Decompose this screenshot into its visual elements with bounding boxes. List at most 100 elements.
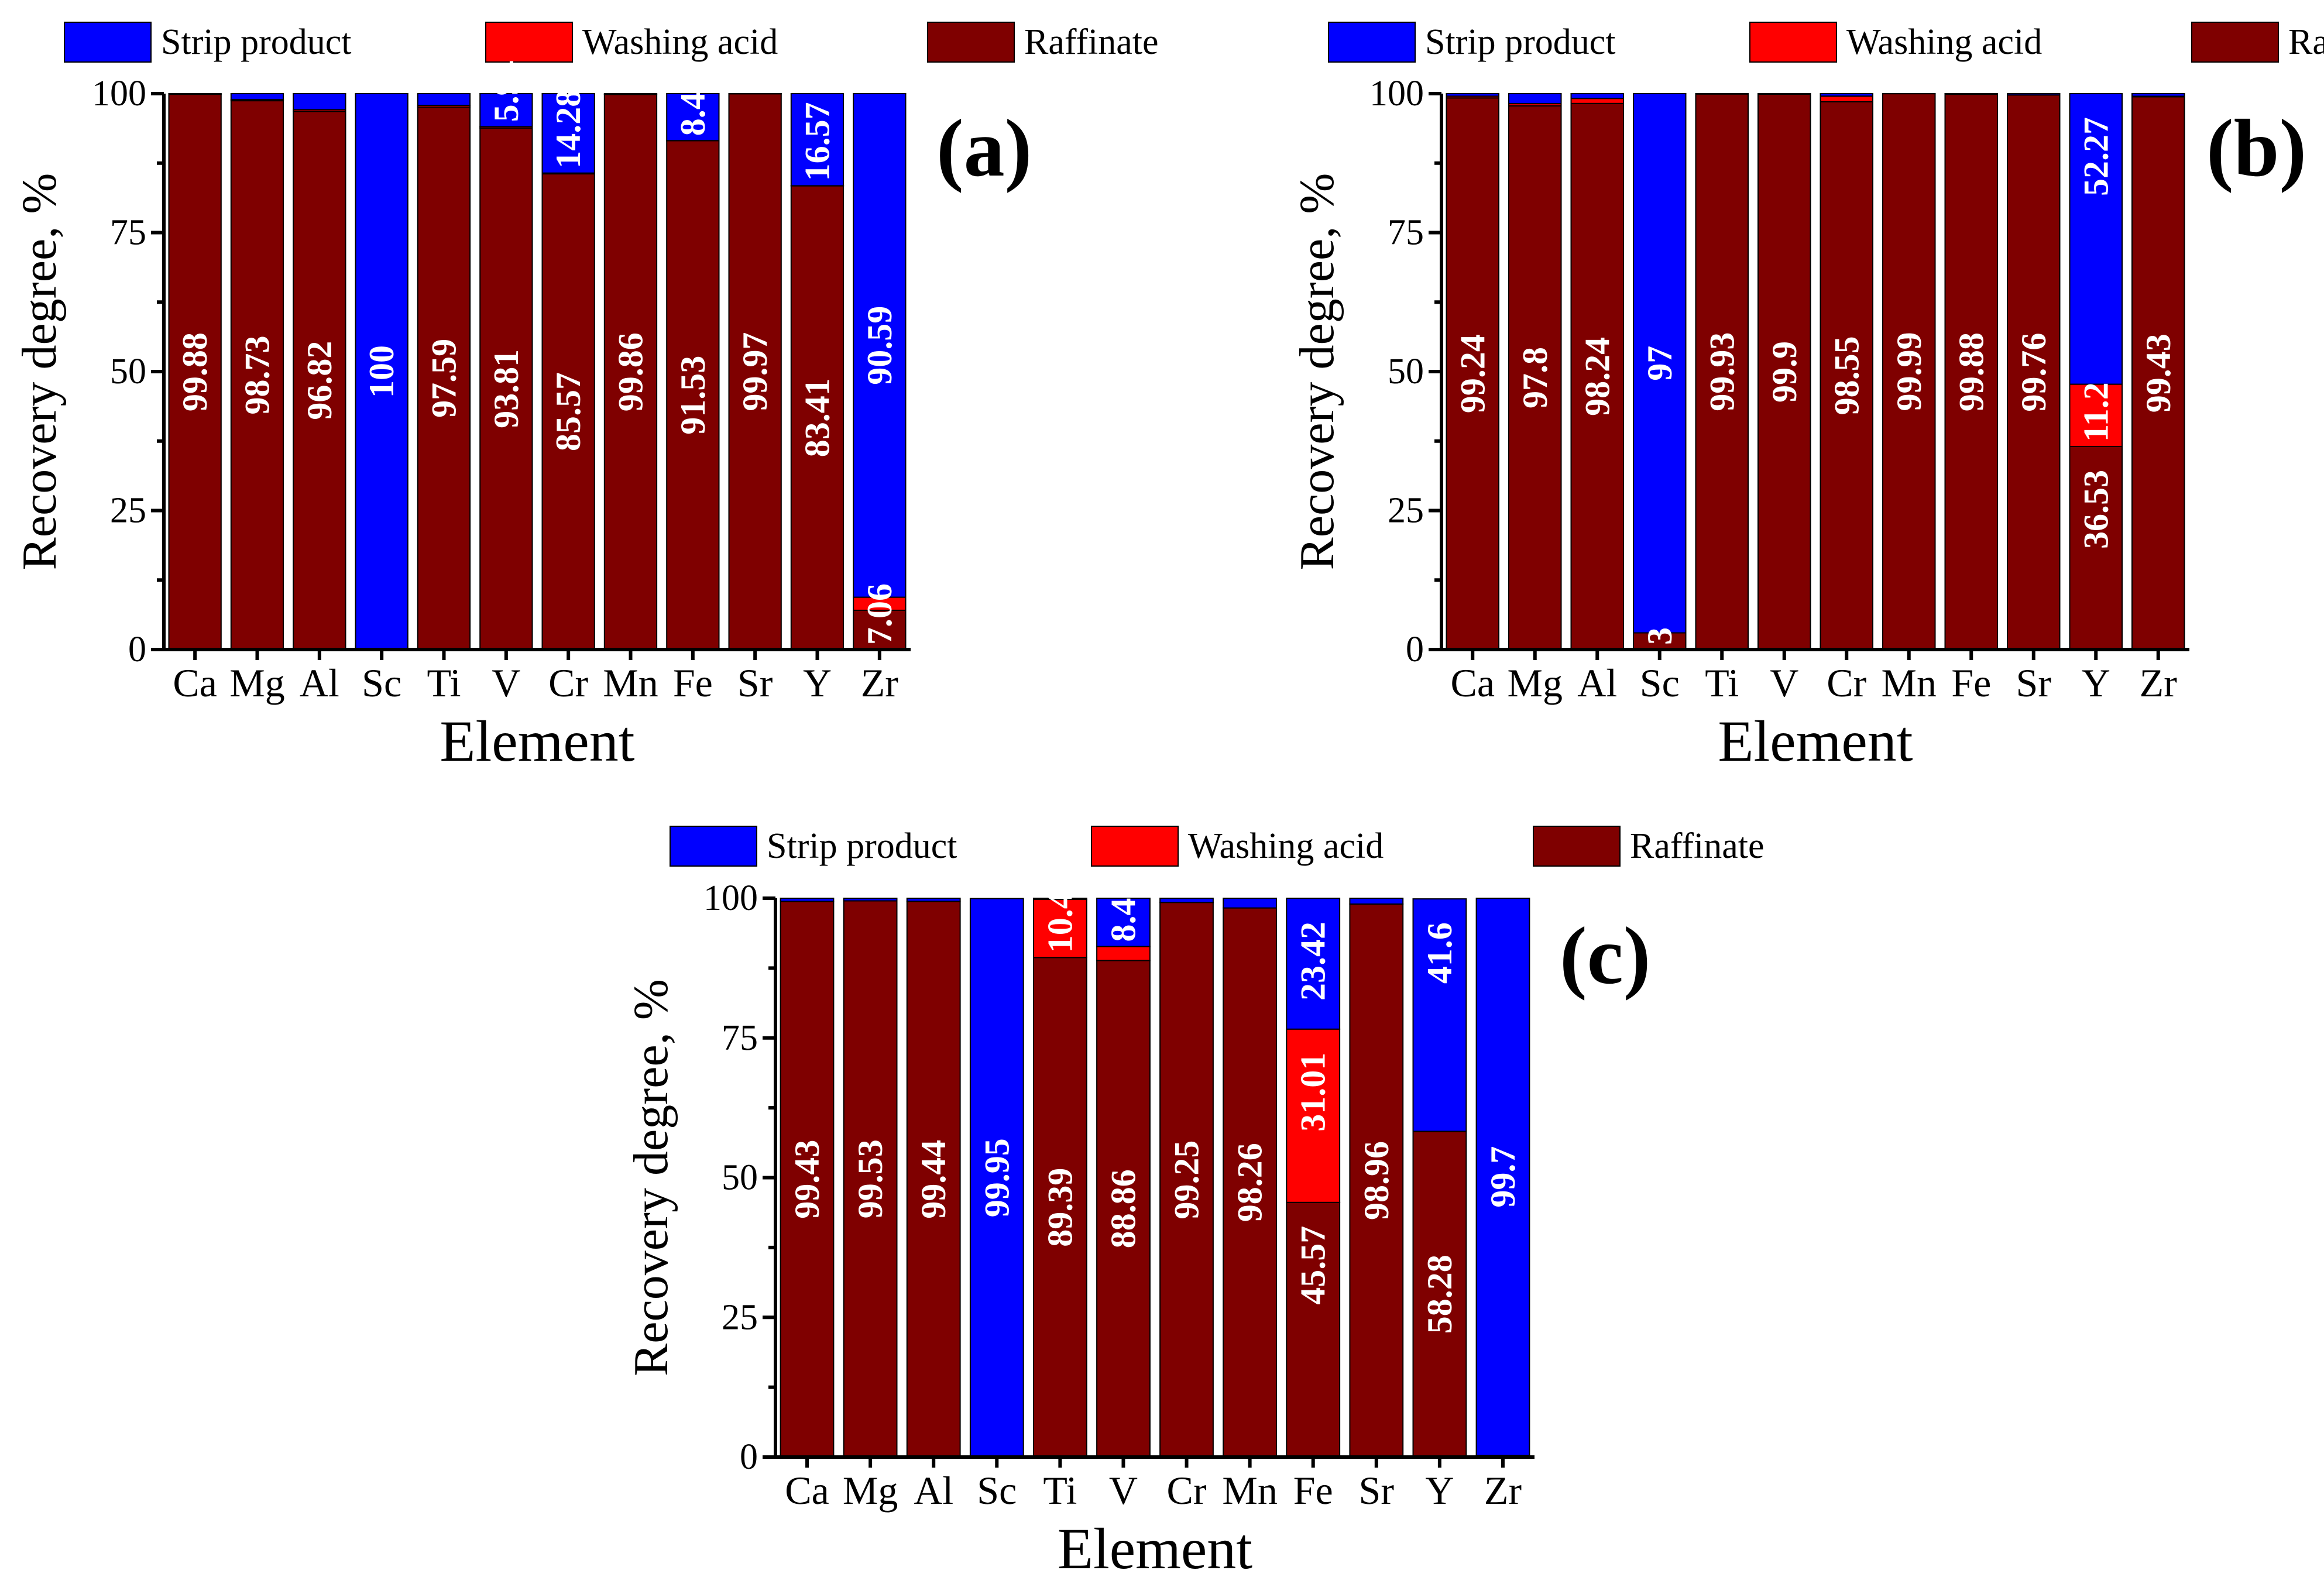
- x-tick-label-sr: Sr: [2016, 661, 2052, 705]
- bar-al-strip-product: [1570, 93, 1624, 99]
- legend-swatch-raffinate: [1533, 826, 1621, 867]
- data-label-sc-strip-product: 97: [1640, 346, 1679, 381]
- x-tick-label-ti: Ti: [1043, 1468, 1077, 1513]
- bar-mn-strip-product: [1223, 898, 1277, 909]
- bar-stack-sc: [355, 93, 408, 650]
- bar-stack-mg: [230, 93, 284, 651]
- x-tick-label-sr: Sr: [1359, 1468, 1395, 1513]
- bar-stack-ti: [1695, 93, 1749, 650]
- x-tick-label-ca: Ca: [1450, 661, 1495, 705]
- data-label-mg-raffinate: 97.8: [1516, 347, 1554, 408]
- data-label-mn-raffinate: 99.99: [1890, 332, 1928, 411]
- bar-y-washing-acid: [2069, 383, 2123, 447]
- x-tick-label-v: V: [1770, 661, 1798, 705]
- data-label-sc-strip-product: 99.95: [977, 1138, 1016, 1217]
- x-tick-label-ca: Ca: [785, 1468, 829, 1513]
- data-label-sc-raffinate: 3: [1640, 627, 1679, 645]
- bar-mg-strip-product: [230, 93, 284, 101]
- bar-stack-fe: [666, 93, 720, 650]
- data-label-cr-raffinate: 98.55: [1827, 336, 1866, 415]
- chart-panel-b: Strip product Washing acid Raffinate 99.24 9…: [1290, 22, 2324, 774]
- legend-label-washing-acid: Washing acid: [582, 22, 778, 62]
- data-label-ti-raffinate: 99.93: [1702, 332, 1741, 411]
- legend-label-strip-product: Strip product: [161, 22, 351, 62]
- x-tick-label-fe: Fe: [1293, 1468, 1333, 1513]
- bar-sc-strip-product: [355, 93, 408, 650]
- x-tick-label-cr: Cr: [1827, 661, 1866, 705]
- panel-label: (b): [2206, 103, 2306, 194]
- data-label-v-raffinate: 93.81: [487, 349, 526, 428]
- bar-stack-zr: [853, 93, 907, 651]
- bar-sr-strip-product: [1349, 898, 1404, 905]
- bar-mg-strip-product: [843, 898, 898, 902]
- legend-swatch-raffinate: [927, 22, 1015, 63]
- bar-fe-raffinate: [666, 140, 720, 650]
- bar-stack-mn: [603, 93, 658, 651]
- legend-swatch-raffinate: [2191, 22, 2279, 63]
- x-tick-label-mg: Mg: [229, 661, 284, 705]
- bar-v-strip-product: [479, 93, 533, 128]
- data-label-v-raffinate: 88.86: [1104, 1169, 1143, 1248]
- bar-y-strip-product: [2069, 93, 2123, 385]
- data-label-y-strip-product: 41.6: [1420, 922, 1459, 984]
- y-tick-label: 25: [1388, 491, 1424, 531]
- data-label-mg-raffinate: 98.73: [238, 336, 277, 415]
- x-tick-label-ti: Ti: [1705, 661, 1739, 705]
- bar-y-strip-product: [1412, 898, 1467, 1132]
- bar-stack-zr: [2131, 93, 2185, 650]
- bar-zr-raffinate: [2131, 96, 2185, 650]
- bar-stack-cr: [1820, 93, 1873, 651]
- bar-mg-raffinate: [230, 100, 284, 651]
- y-tick-label: 25: [110, 491, 146, 531]
- legend-swatch-washing-acid: [1749, 22, 1837, 63]
- x-tick-label-mn: Mn: [1222, 1468, 1277, 1513]
- legend-label-strip-product: Strip product: [1425, 22, 1615, 62]
- bar-y-raffinate: [2069, 446, 2123, 650]
- bar-v-strip-product: [1096, 898, 1151, 947]
- x-tick-label-ca: Ca: [173, 661, 217, 705]
- data-label-y-strip-product: 52.27: [2076, 117, 2115, 196]
- bar-stack-al: [1570, 93, 1624, 650]
- y-axis-title: Recovery degree, %: [624, 979, 678, 1376]
- bar-cr-raffinate: [1159, 902, 1214, 1458]
- bar-stack-sr: [1349, 898, 1404, 1458]
- bar-stack-mg: [1508, 93, 1562, 650]
- legend-label-raffinate: Raffinate: [2288, 22, 2324, 62]
- legend-label-raffinate: Raffinate: [1024, 22, 1159, 62]
- data-label-fe-raffinate: 45.57: [1294, 1226, 1333, 1305]
- bar-v-raffinate: [1096, 960, 1151, 1458]
- y-tick-label: 0: [740, 1437, 758, 1477]
- y-tick-label: 75: [110, 213, 146, 253]
- bar-stack-cr: [541, 93, 595, 651]
- bar-stack-cr: [1159, 898, 1214, 1458]
- bar-v-washing-acid: [1096, 946, 1151, 961]
- bar-y-strip-product: [790, 93, 845, 187]
- data-label-ti-washing-acid: 10.4: [1041, 891, 1079, 953]
- bar-fe-strip-product: [666, 93, 720, 142]
- bar-stack-zr: [1475, 898, 1530, 1458]
- y-tick-label: 0: [128, 630, 146, 669]
- bar-stack-ti: [417, 93, 471, 650]
- x-tick-label-y: Y: [2082, 661, 2110, 705]
- bar-stack-sr: [2007, 93, 2061, 651]
- chart-panel-a: Strip product Washing acid Raffinate 99.88 9…: [12, 22, 1159, 774]
- x-tick-label-sc: Sc: [1640, 661, 1680, 705]
- data-label-zr-raffinate: 7.06: [860, 583, 899, 645]
- data-label-ca-raffinate: 99.43: [788, 1140, 826, 1219]
- bar-al-strip-product: [906, 898, 961, 902]
- x-axis-title: Element: [1058, 1516, 1252, 1581]
- legend-swatch-strip-product: [1328, 22, 1416, 63]
- data-label-fe-washing-acid: 31.01: [1294, 1053, 1333, 1132]
- x-tick-label-zr: Zr: [1484, 1468, 1522, 1513]
- legend-swatch-washing-acid: [1091, 826, 1179, 867]
- bar-zr-strip-product: [1475, 898, 1530, 1456]
- data-label-zr-strip-product: 90.59: [860, 306, 899, 385]
- y-axis-title: Recovery degree, %: [1290, 173, 1344, 571]
- bar-zr-strip-product: [853, 93, 907, 598]
- panel-label: (c): [1560, 911, 1650, 1001]
- bar-stack-mn: [1223, 898, 1277, 1458]
- bar-y-raffinate: [1412, 1131, 1467, 1458]
- data-label-mg-raffinate: 99.53: [851, 1139, 890, 1218]
- bar-mn-raffinate: [1882, 93, 1936, 651]
